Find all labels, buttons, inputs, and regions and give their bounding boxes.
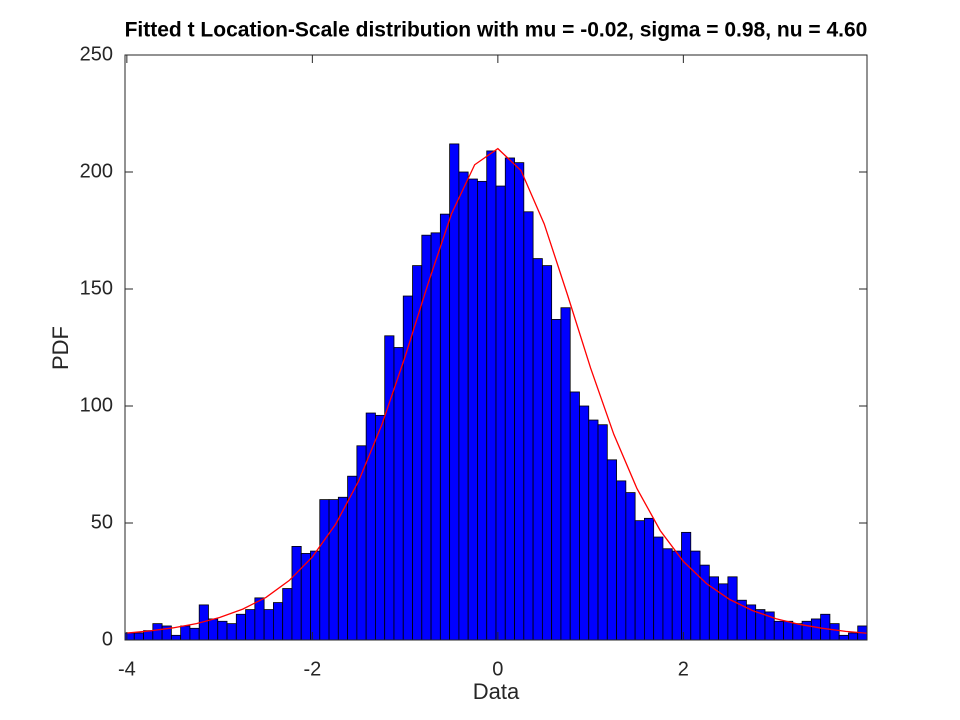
bar — [254, 597, 265, 641]
bar — [291, 546, 302, 641]
x-tick-label: -4 — [118, 658, 136, 680]
bar — [365, 412, 376, 641]
x-tick-label: 2 — [678, 658, 689, 680]
y-tick-label: 200 — [80, 160, 113, 182]
bar — [245, 609, 256, 641]
bar — [579, 405, 590, 641]
bar — [597, 424, 608, 641]
bar — [235, 613, 246, 641]
bar — [588, 419, 599, 641]
bar — [495, 185, 506, 641]
bar — [690, 550, 701, 641]
bar — [421, 234, 432, 641]
bar — [337, 496, 349, 641]
bar — [773, 620, 784, 641]
bar — [375, 414, 386, 641]
y-tick-label: 100 — [80, 394, 113, 416]
y-axis-label: PDF — [48, 326, 73, 370]
bar — [263, 609, 274, 641]
bar — [792, 623, 803, 641]
bar — [514, 162, 525, 641]
bar — [458, 171, 469, 641]
bar — [347, 475, 358, 641]
bar — [217, 620, 228, 641]
bar — [736, 599, 747, 641]
bar — [541, 265, 553, 641]
bar — [310, 550, 321, 641]
bar — [671, 550, 682, 641]
bar — [634, 520, 645, 641]
bar — [319, 499, 330, 641]
bar — [208, 618, 219, 641]
bar — [820, 613, 831, 641]
bar — [189, 627, 200, 641]
bar — [838, 634, 849, 641]
x-tick-label: 0 — [492, 658, 503, 680]
bar — [170, 634, 182, 641]
y-tick-label: 150 — [80, 277, 113, 299]
bar — [143, 630, 154, 641]
bar — [810, 618, 822, 641]
bar — [449, 143, 460, 641]
bar — [532, 258, 543, 641]
bar — [152, 623, 163, 641]
bar — [625, 492, 636, 641]
bar — [180, 625, 191, 641]
bar — [282, 588, 293, 641]
bar — [133, 632, 144, 641]
bar — [551, 319, 562, 641]
bar — [439, 213, 451, 641]
bar — [560, 307, 571, 641]
bar — [662, 548, 673, 641]
bar — [504, 157, 515, 641]
plot-frame — [124, 54, 868, 641]
x-axis-label: Data — [473, 679, 520, 704]
fit-curve — [126, 147, 868, 634]
bar — [523, 211, 534, 641]
bar — [606, 459, 617, 641]
x-tick-label: -2 — [303, 658, 321, 680]
chart-title: Fitted t Location-Scale distribution wit… — [125, 19, 868, 42]
bar — [430, 232, 441, 641]
bar — [477, 180, 488, 641]
bar — [486, 150, 497, 641]
bar — [569, 391, 580, 641]
bar — [467, 178, 478, 641]
bar — [384, 335, 395, 641]
bar — [653, 536, 664, 641]
bar — [644, 517, 655, 641]
bar — [699, 564, 710, 641]
bar — [393, 347, 404, 641]
y-tick-label: 0 — [102, 628, 113, 650]
y-tick-label: 50 — [91, 511, 113, 533]
bar — [272, 602, 284, 641]
bar — [783, 620, 794, 641]
bar — [829, 623, 840, 641]
bar — [681, 531, 692, 641]
y-tick-label: 250 — [80, 43, 113, 65]
bar — [226, 623, 237, 641]
bar — [801, 620, 812, 641]
bar — [412, 265, 423, 641]
bar — [616, 480, 627, 641]
bar — [848, 632, 859, 641]
bar — [727, 576, 738, 641]
